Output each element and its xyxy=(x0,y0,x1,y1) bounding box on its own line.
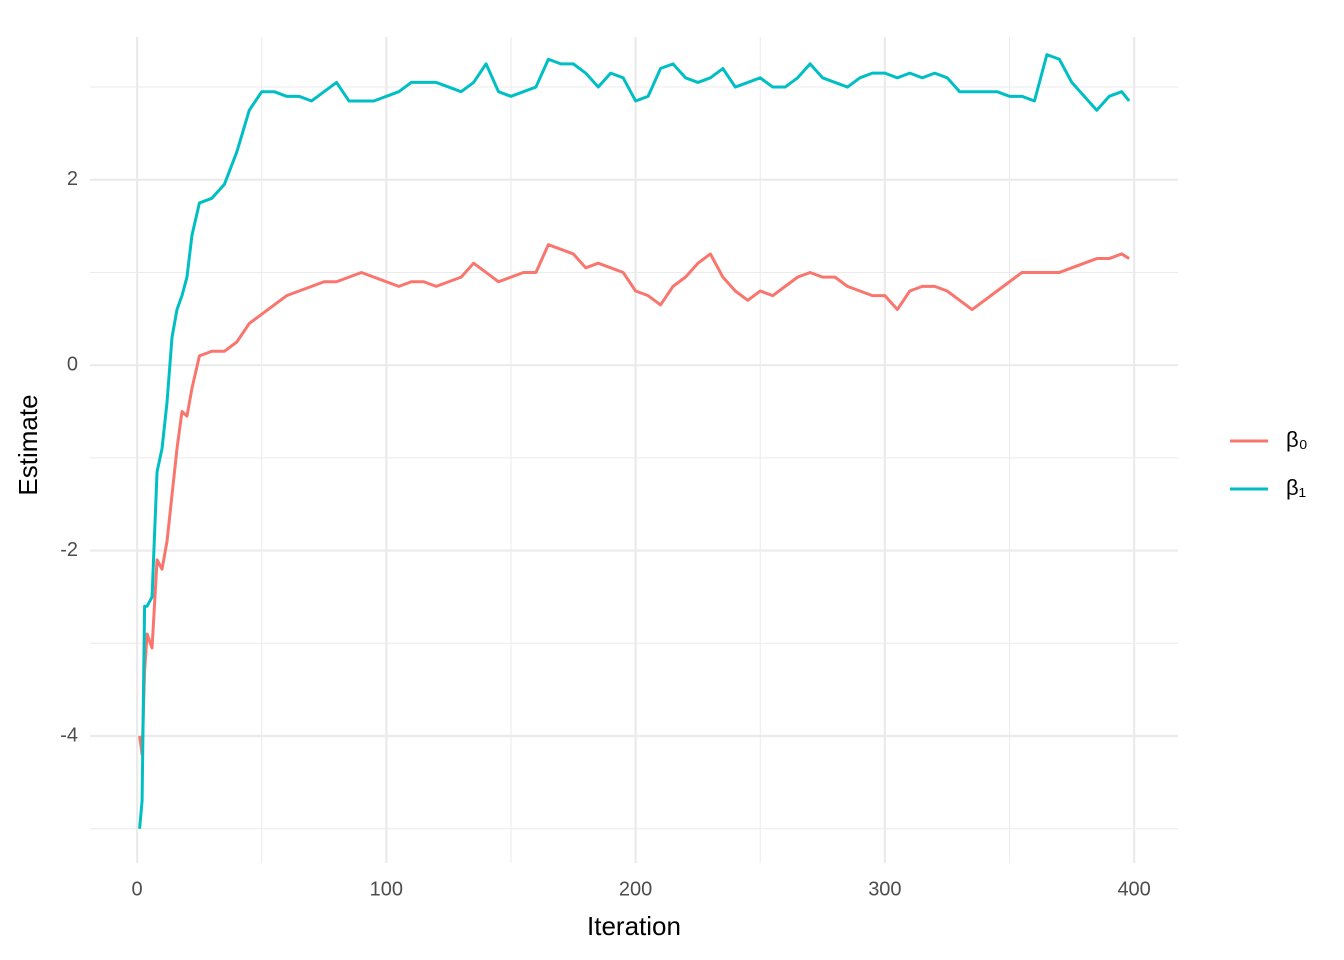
x-tick-label: 300 xyxy=(868,878,901,900)
legend-label: β₀ xyxy=(1286,427,1308,452)
x-tick-label: 100 xyxy=(370,878,403,900)
series-line xyxy=(138,53,1131,829)
y-tick-label: -2 xyxy=(60,539,78,561)
x-tick-label: 0 xyxy=(132,878,143,900)
x-axis-title: Iteration xyxy=(587,911,681,941)
y-tick-label: 2 xyxy=(67,168,78,190)
series-line xyxy=(138,243,1130,757)
y-tick-label: 0 xyxy=(67,353,78,375)
legend-label: β₁ xyxy=(1286,475,1306,500)
x-tick-label: 400 xyxy=(1117,878,1150,900)
x-tick-label: 200 xyxy=(619,878,652,900)
y-tick-label: -4 xyxy=(60,724,78,746)
y-axis-title: Estimate xyxy=(13,394,43,495)
